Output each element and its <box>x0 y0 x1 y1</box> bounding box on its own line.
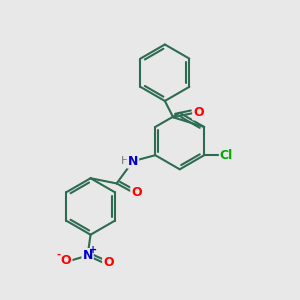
Text: O: O <box>103 256 114 269</box>
Text: O: O <box>61 254 71 267</box>
Text: Cl: Cl <box>220 149 233 162</box>
Text: H: H <box>121 156 129 166</box>
Text: O: O <box>193 106 204 119</box>
Text: N: N <box>82 249 93 262</box>
Text: +: + <box>89 245 98 255</box>
Text: -: - <box>56 250 61 260</box>
Text: N: N <box>128 154 138 168</box>
Text: O: O <box>131 186 142 199</box>
